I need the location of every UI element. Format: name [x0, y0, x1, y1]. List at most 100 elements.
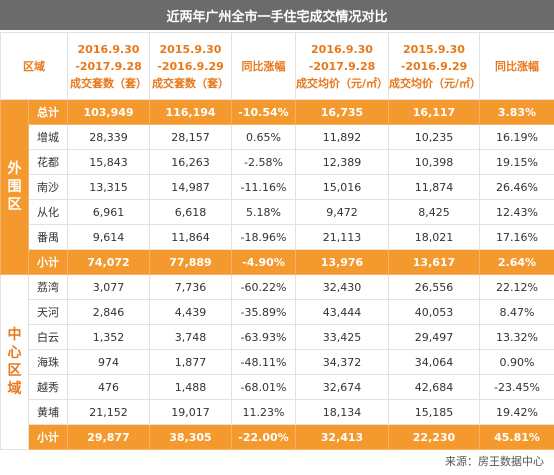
- table-row: 越秀 476 1,488 -68.01% 32,674 42,684 -23.4…: [1, 374, 554, 400]
- cell-value: 10,235: [388, 124, 480, 150]
- cell-value: 22.12%: [479, 274, 554, 300]
- cell-value: -18.96%: [231, 224, 296, 250]
- cell-value: 4,439: [149, 299, 232, 325]
- cell-value: 0.90%: [479, 349, 554, 375]
- cell-value: 10,398: [388, 149, 480, 175]
- cell-value: 15,185: [388, 399, 480, 425]
- cell-value: 974: [67, 349, 150, 375]
- data-table: 区域 2016.9.30 -2017.9.28 成交套数（套） 2015.9.3…: [0, 32, 554, 450]
- cell-value: 11,892: [295, 124, 389, 150]
- cell-value: 26.46%: [479, 174, 554, 200]
- cell-value: 476: [67, 374, 150, 400]
- cell-value: 8,425: [388, 199, 480, 225]
- cell-value: 1,488: [149, 374, 232, 400]
- cell-value: 1,352: [67, 324, 150, 350]
- row-name: 小计: [28, 424, 68, 450]
- cell-value: 15,016: [295, 174, 389, 200]
- cell-value: 2,846: [67, 299, 150, 325]
- table-row: 海珠 974 1,877 -48.11% 34,372 34,064 0.90%: [1, 349, 554, 375]
- cell-value: 9,614: [67, 224, 150, 250]
- cell-value: 12,389: [295, 149, 389, 175]
- cell-value: 0.65%: [231, 124, 296, 150]
- row-name: 南沙: [28, 174, 68, 200]
- subtotal-row-outer: 小计 74,072 77,889 -4.90% 13,976 13,617 2.…: [1, 249, 554, 275]
- cell-value: -63.93%: [231, 324, 296, 350]
- cell-value: 42,684: [388, 374, 480, 400]
- row-name: 越秀: [28, 374, 68, 400]
- header-period-end: -2017.9.28: [75, 59, 142, 73]
- cell-value: -68.01%: [231, 374, 296, 400]
- table-row: 黄埔 21,152 19,017 11.23% 18,134 15,185 19…: [1, 399, 554, 425]
- cell-value: 19,017: [149, 399, 232, 425]
- cell-value: 28,157: [149, 124, 232, 150]
- group-label-outer: 外围区: [0, 99, 29, 275]
- header-period-start: 2015.9.30: [403, 42, 465, 56]
- cell-value: 3,077: [67, 274, 150, 300]
- table-title: 近两年广州全市一手住宅成交情况对比: [0, 0, 554, 32]
- cell-value: 13,617: [388, 249, 480, 275]
- cell-value: 13,976: [295, 249, 389, 275]
- cell-value: 28,339: [67, 124, 150, 150]
- subtotal-row-center: 小计 29,877 38,305 -22.00% 32,413 22,230 4…: [1, 424, 554, 450]
- header-period-start: 2016.9.30: [77, 42, 140, 56]
- cell-value: 7,736: [149, 274, 232, 300]
- cell-value: 14,987: [149, 174, 232, 200]
- row-name: 荔湾: [28, 274, 68, 300]
- header-avg-price-2017: 2016.9.30 -2017.9.28 成交均价（元/㎡）: [295, 32, 389, 100]
- cell-value: 9,472: [295, 199, 389, 225]
- cell-value: 13.32%: [479, 324, 554, 350]
- table-row: 从化 6,961 6,618 5.18% 9,472 8,425 12.43%: [1, 199, 554, 225]
- cell-value: 116,194: [149, 99, 232, 125]
- row-name: 海珠: [28, 349, 68, 375]
- row-name: 番禺: [28, 224, 68, 250]
- table-row: 番禺 9,614 11,864 -18.96% 21,113 18,021 17…: [1, 224, 554, 250]
- table-row: 中心区域 荔湾 3,077 7,736 -60.22% 32,430 26,55…: [0, 274, 554, 450]
- cell-value: 19.42%: [479, 399, 554, 425]
- row-name: 花都: [28, 149, 68, 175]
- cell-value: 6,618: [149, 199, 232, 225]
- cell-value: 2.64%: [479, 249, 554, 275]
- row-name: 总计: [28, 99, 68, 125]
- header-metric: 成交均价（元/㎡）: [296, 76, 389, 90]
- cell-value: 12.43%: [479, 199, 554, 225]
- cell-value: 21,152: [67, 399, 150, 425]
- header-row: 区域 2016.9.30 -2017.9.28 成交套数（套） 2015.9.3…: [0, 32, 554, 100]
- cell-value: -4.90%: [231, 249, 296, 275]
- cell-value: 38,305: [149, 424, 232, 450]
- cell-value: 103,949: [67, 99, 150, 125]
- cell-value: 5.18%: [231, 199, 296, 225]
- grand-total-row: 外围区 总计 103,949 116,194 -10.54% 16,735 16…: [0, 99, 554, 275]
- cell-value: 34,064: [388, 349, 480, 375]
- cell-value: 8.47%: [479, 299, 554, 325]
- cell-value: 16,117: [388, 99, 480, 125]
- cell-value: 45.81%: [479, 424, 554, 450]
- cell-value: 3,748: [149, 324, 232, 350]
- cell-value: 17.16%: [479, 224, 554, 250]
- cell-value: -23.45%: [479, 374, 554, 400]
- cell-value: -48.11%: [231, 349, 296, 375]
- cell-value: 40,053: [388, 299, 480, 325]
- cell-value: 18,021: [388, 224, 480, 250]
- cell-value: 29,877: [67, 424, 150, 450]
- header-period-start: 2015.9.30: [159, 42, 222, 56]
- cell-value: 15,843: [67, 149, 150, 175]
- cell-value: 26,556: [388, 274, 480, 300]
- header-metric: 成交套数（套）: [152, 76, 229, 90]
- cell-value: 16,263: [149, 149, 232, 175]
- header-price-yoy: 同比涨幅: [479, 32, 554, 100]
- row-name: 增城: [28, 124, 68, 150]
- cell-value: 29,497: [388, 324, 480, 350]
- cell-value: 43,444: [295, 299, 389, 325]
- header-metric: 成交均价（元/㎡）: [389, 76, 480, 90]
- header-avg-price-2016: 2015.9.30 -2016.9.29 成交均价（元/㎡）: [388, 32, 480, 100]
- group-label-center: 中心区域: [0, 274, 29, 450]
- cell-value: -22.00%: [231, 424, 296, 450]
- cell-value: -11.16%: [231, 174, 296, 200]
- header-period-start: 2016.9.30: [311, 42, 373, 56]
- table-row: 花都 15,843 16,263 -2.58% 12,389 10,398 19…: [1, 149, 554, 175]
- header-metric: 成交套数（套）: [70, 76, 147, 90]
- cell-value: 18,134: [295, 399, 389, 425]
- cell-value: 16,735: [295, 99, 389, 125]
- row-name: 从化: [28, 199, 68, 225]
